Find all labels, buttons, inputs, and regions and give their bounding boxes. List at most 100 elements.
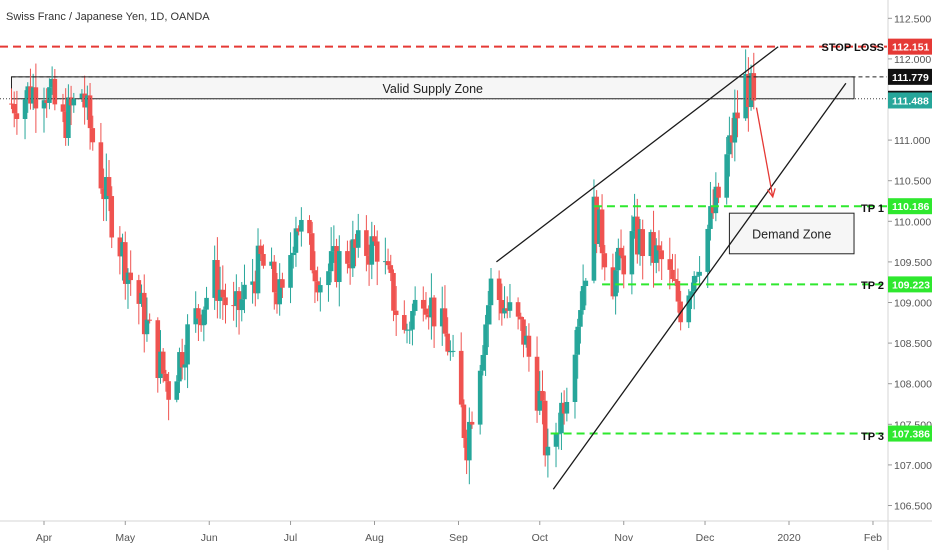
- candle-body-up[interactable]: [355, 230, 361, 248]
- candle-body-down[interactable]: [98, 142, 104, 189]
- time-axis[interactable]: Apr May Jun Jul Aug Sep Oct Nov Dec 2020 Feb: [36, 521, 882, 544]
- candle-body-up[interactable]: [502, 308, 507, 314]
- candle-body-up[interactable]: [158, 351, 163, 379]
- candle-body-down[interactable]: [231, 305, 236, 307]
- candle-body-down[interactable]: [469, 421, 475, 425]
- candle-body-down[interactable]: [82, 93, 87, 108]
- candle-body-down[interactable]: [672, 279, 678, 281]
- candle-body-up[interactable]: [269, 261, 274, 266]
- stop-loss-price-tag[interactable]: [888, 38, 932, 55]
- candle-body-down[interactable]: [9, 103, 14, 105]
- candle-body-up[interactable]: [485, 305, 491, 325]
- candle-body-down[interactable]: [136, 280, 142, 304]
- candle-body-down[interactable]: [87, 95, 93, 129]
- candle-body-up[interactable]: [336, 251, 342, 283]
- candle-body-up[interactable]: [429, 297, 434, 318]
- candle-body-up[interactable]: [448, 351, 453, 353]
- candle-body-down[interactable]: [675, 280, 681, 302]
- candle-body-down[interactable]: [526, 335, 532, 357]
- candle-body-down[interactable]: [402, 315, 407, 330]
- candle-body-down[interactable]: [28, 86, 33, 104]
- candle-body-down[interactable]: [540, 390, 545, 401]
- wedge-trendline-upper[interactable]: [496, 46, 779, 263]
- candle-body-down[interactable]: [534, 356, 540, 411]
- candle-body-up[interactable]: [369, 236, 375, 265]
- candle-body-up[interactable]: [407, 329, 413, 331]
- candle-body-down[interactable]: [461, 404, 467, 438]
- candle-body-up[interactable]: [293, 228, 299, 253]
- candle-body-up[interactable]: [85, 95, 90, 108]
- candle-body-down[interactable]: [274, 292, 280, 305]
- candle-body-up[interactable]: [732, 112, 738, 143]
- candle-body-down[interactable]: [366, 255, 372, 265]
- candle-body-up[interactable]: [25, 86, 31, 100]
- candle-body-down[interactable]: [735, 112, 740, 119]
- candle-body-up[interactable]: [613, 270, 618, 297]
- candle-body-down[interactable]: [751, 73, 757, 101]
- candle-body-up[interactable]: [255, 245, 261, 294]
- candle-body-up[interactable]: [572, 354, 578, 402]
- candle-body-up[interactable]: [185, 324, 190, 365]
- candle-body-down[interactable]: [44, 100, 50, 103]
- candle-body-up[interactable]: [697, 271, 702, 276]
- candle-body-up[interactable]: [182, 364, 188, 368]
- candle-body-down[interactable]: [621, 255, 627, 275]
- candle-body-up[interactable]: [653, 245, 659, 263]
- candle-body-down[interactable]: [667, 259, 673, 270]
- candle-body-down[interactable]: [374, 241, 380, 262]
- candle-body-down[interactable]: [542, 400, 548, 456]
- candle-body-up[interactable]: [328, 251, 334, 272]
- candle-body-up[interactable]: [580, 286, 586, 311]
- candle-body-up[interactable]: [277, 279, 282, 305]
- candle-body-down[interactable]: [431, 297, 437, 327]
- candle-body-up[interactable]: [79, 93, 85, 99]
- candle-body-up[interactable]: [559, 402, 564, 434]
- candle-body-down[interactable]: [280, 279, 285, 288]
- candle-body-up[interactable]: [144, 319, 150, 335]
- candle-body-up[interactable]: [467, 421, 472, 461]
- candle-body-down[interactable]: [659, 250, 664, 260]
- candle-body-up[interactable]: [104, 177, 109, 200]
- candle-body-down[interactable]: [141, 292, 147, 335]
- candle-body-down[interactable]: [634, 216, 640, 255]
- candle-body-down[interactable]: [518, 316, 524, 320]
- candle-body-down[interactable]: [253, 281, 258, 294]
- candle-body-down[interactable]: [656, 245, 662, 251]
- wedge-trendline-lower[interactable]: [552, 82, 847, 490]
- candle-body-down[interactable]: [220, 289, 226, 298]
- candle-body-up[interactable]: [404, 329, 410, 331]
- candle-body-down[interactable]: [315, 281, 320, 293]
- candle-body-up[interactable]: [177, 352, 182, 382]
- candle-body-up[interactable]: [583, 280, 589, 287]
- candle-body-up[interactable]: [616, 247, 621, 271]
- candle-body-up[interactable]: [629, 231, 635, 275]
- candle-body-down[interactable]: [307, 219, 312, 234]
- candle-body-down[interactable]: [515, 302, 521, 317]
- candle-body-up[interactable]: [507, 302, 513, 311]
- candle-body-up[interactable]: [694, 275, 700, 277]
- candle-body-down[interactable]: [14, 113, 20, 119]
- candle-body-up[interactable]: [553, 433, 559, 447]
- candle-body-up[interactable]: [597, 209, 602, 244]
- candle-body-up[interactable]: [591, 196, 597, 281]
- candle-body-up[interactable]: [743, 74, 748, 119]
- candle-body-up[interactable]: [234, 291, 239, 306]
- candle-body-up[interactable]: [22, 99, 28, 119]
- candle-body-down[interactable]: [179, 352, 185, 368]
- candle-body-up[interactable]: [47, 87, 52, 103]
- candle-body-up[interactable]: [326, 271, 331, 286]
- candle-body-down[interactable]: [710, 206, 716, 214]
- candle-body-up[interactable]: [288, 255, 293, 288]
- candle-body-down[interactable]: [640, 229, 646, 257]
- candle-body-down[interactable]: [347, 263, 353, 269]
- candle-body-down[interactable]: [52, 78, 58, 105]
- candle-body-down[interactable]: [521, 319, 526, 345]
- candle-body-down[interactable]: [309, 233, 315, 271]
- candle-body-down[interactable]: [63, 111, 68, 138]
- target-arrow-shaft[interactable]: [755, 107, 774, 198]
- candle-body-down[interactable]: [670, 269, 675, 280]
- candle-body-up[interactable]: [727, 135, 732, 155]
- candle-body-up[interactable]: [49, 78, 55, 88]
- candle-body-up[interactable]: [488, 278, 494, 306]
- candle-body-down[interactable]: [426, 314, 431, 318]
